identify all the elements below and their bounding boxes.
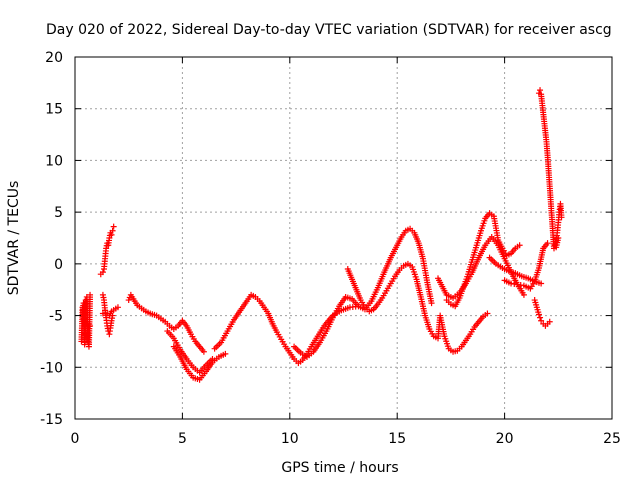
data-point [108,231,115,238]
y-tick-label: -10 [40,360,63,376]
data-point [538,280,545,287]
data-points [78,87,565,383]
data-point [555,235,562,241]
data-point [99,269,106,276]
y-tick-label: 5 [54,205,63,221]
data-point [87,291,94,298]
data-point [222,350,229,357]
data-point [538,317,545,324]
data-point [537,87,544,94]
y-axis-label: SDTVAR / TECUs [6,181,22,296]
y-tick-label: 10 [45,153,63,169]
x-tick-label: 20 [496,431,514,447]
data-point [114,304,121,311]
x-axis-label: GPS time / hours [281,460,398,476]
data-point [546,318,553,325]
data-point [200,348,207,355]
data-point [535,311,542,318]
data-point [109,227,116,234]
x-tick-label: 5 [178,431,187,447]
chart-title: Day 020 of 2022, Sidereal Day-to-day VTE… [46,22,612,38]
x-tick-label: 0 [71,431,80,447]
y-tick-label: -15 [40,412,63,428]
y-tick-label: 0 [54,257,63,273]
x-tick-label: 10 [281,431,299,447]
y-tick-label: -5 [49,309,63,325]
data-point [537,314,544,321]
data-point [516,242,523,249]
x-tick-label: 25 [603,431,621,447]
data-point [110,223,117,230]
data-point [520,291,527,298]
y-tick-label: 20 [45,50,63,66]
data-point [544,240,551,247]
grid-layer [75,57,612,419]
x-tick-label: 15 [388,431,406,447]
plot-frame [74,56,613,420]
data-point [428,300,435,307]
data-point [82,297,89,304]
data-point [87,322,94,329]
y-tick-label: 15 [45,102,63,118]
axis-ticks: 0 5 10 15 20 25 -15 -10 -5 0 5 10 15 20 [40,50,621,447]
data-point [102,307,109,314]
data-point [558,214,565,221]
data-point [484,310,491,317]
